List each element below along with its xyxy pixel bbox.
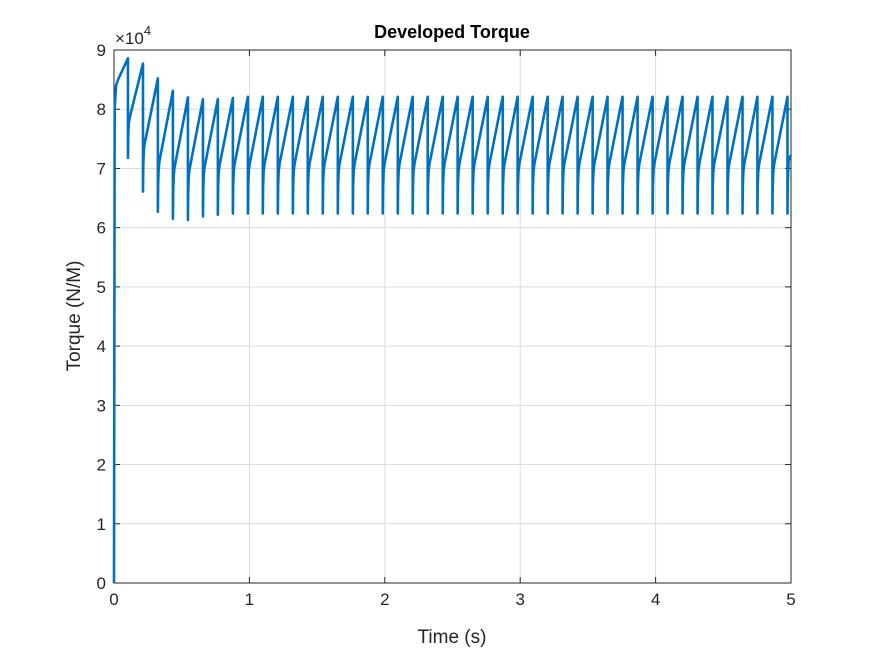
x-tick-label: 2 bbox=[380, 590, 389, 609]
x-axis-label: Time (s) bbox=[418, 627, 487, 648]
y-tick-label: 3 bbox=[97, 396, 106, 415]
y-tick-label: 0 bbox=[97, 574, 106, 593]
y-exponent-base: ×10 bbox=[115, 29, 144, 48]
chart-title: Developed Torque bbox=[374, 22, 530, 42]
y-tick-label: 4 bbox=[97, 337, 106, 356]
y-exponent-power: 4 bbox=[144, 23, 151, 38]
series-line-torque bbox=[112, 56, 793, 584]
y-tick-label: 5 bbox=[97, 278, 106, 297]
x-tick-label: 5 bbox=[786, 590, 795, 609]
ticks: 0 1 2 3 4 5 0 1 2 3 4 5 6 7 8 9 bbox=[97, 41, 796, 609]
y-tick-label: 7 bbox=[97, 159, 106, 178]
y-tick-label: 2 bbox=[97, 456, 106, 475]
y-axis-label: Torque (N/M) bbox=[64, 261, 85, 372]
x-tick-label: 1 bbox=[245, 590, 254, 609]
y-tick-label: 8 bbox=[97, 100, 106, 119]
y-tick-label: 1 bbox=[97, 515, 106, 534]
x-tick-label: 3 bbox=[515, 590, 524, 609]
y-tick-label: 6 bbox=[97, 219, 106, 238]
x-tick-label: 4 bbox=[651, 590, 660, 609]
grid bbox=[113, 49, 792, 584]
y-exponent-label: ×104 bbox=[115, 23, 151, 48]
plot-area bbox=[113, 49, 792, 584]
y-tick-label: 9 bbox=[97, 41, 106, 60]
x-tick-label: 0 bbox=[109, 590, 118, 609]
